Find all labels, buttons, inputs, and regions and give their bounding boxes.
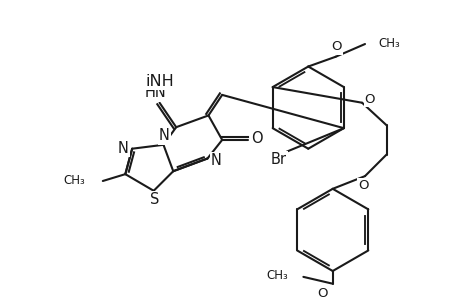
Text: Br: Br: [270, 152, 286, 167]
Text: CH₃: CH₃: [265, 269, 287, 282]
Text: HN: HN: [145, 85, 166, 100]
Text: O: O: [330, 40, 341, 53]
Text: O: O: [364, 93, 375, 106]
Text: CH₃: CH₃: [378, 37, 400, 50]
Text: O: O: [357, 179, 368, 192]
Text: O: O: [317, 287, 327, 300]
Text: N: N: [210, 153, 221, 168]
Text: iNH: iNH: [145, 74, 174, 89]
Text: CH₃: CH₃: [63, 173, 85, 187]
Text: S: S: [150, 192, 159, 207]
Text: N: N: [159, 128, 169, 143]
Text: O: O: [251, 131, 263, 146]
Text: N: N: [118, 141, 129, 156]
